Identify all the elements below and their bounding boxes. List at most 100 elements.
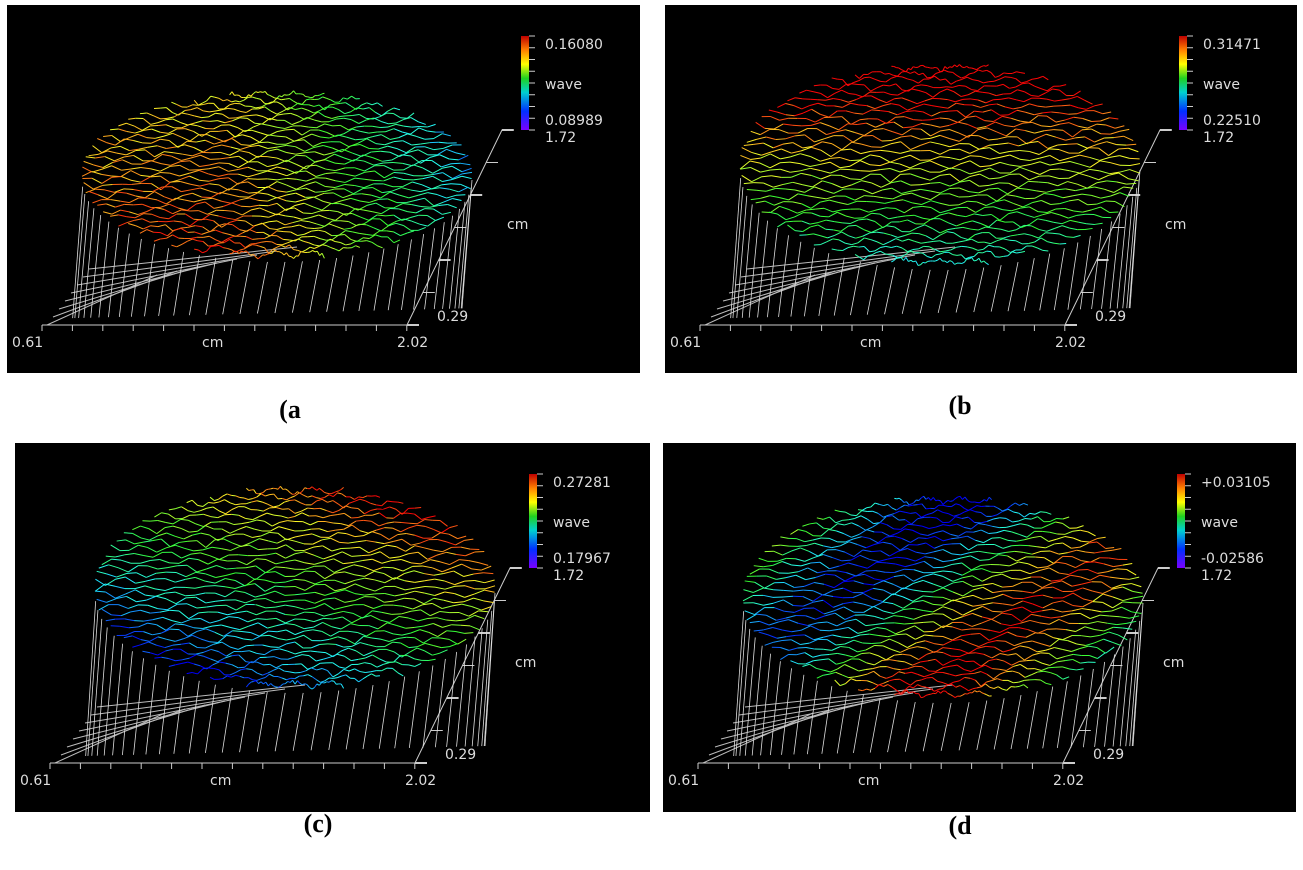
surface-line xyxy=(923,262,925,263)
surface-line xyxy=(451,184,461,185)
surface-line xyxy=(1038,116,1047,117)
panel-background xyxy=(7,5,640,373)
surface-line xyxy=(1062,105,1070,106)
surface-line xyxy=(344,213,352,214)
colorbar-max: 0.27281 xyxy=(553,475,611,491)
surface-line xyxy=(928,67,930,68)
surface-line xyxy=(1000,518,1006,519)
surface-line xyxy=(136,150,145,151)
surface-line xyxy=(1005,77,1010,78)
surface-line xyxy=(268,631,277,632)
surface-line xyxy=(267,657,274,658)
surface-line xyxy=(390,662,396,663)
x-axis-start: 0.61 xyxy=(20,773,51,789)
surface-line xyxy=(984,66,986,67)
surface-line xyxy=(400,118,407,119)
surface-line xyxy=(361,555,370,556)
panel-caption: (c) xyxy=(304,809,333,838)
surface-line xyxy=(351,517,358,518)
surface-line xyxy=(997,641,1006,642)
surface-line xyxy=(882,140,892,141)
surface-line xyxy=(970,156,980,157)
surface-line xyxy=(848,225,856,226)
surface-line xyxy=(219,163,229,164)
surface-line xyxy=(359,497,363,498)
colorbar-unit: wave xyxy=(553,515,590,531)
surface-line xyxy=(124,533,133,534)
panel-background xyxy=(15,443,650,812)
surface-line xyxy=(1016,252,1020,253)
surface-line xyxy=(934,241,940,242)
panel-caption: (b xyxy=(948,391,971,420)
surface-line xyxy=(203,121,210,122)
surface-line xyxy=(899,258,901,259)
surface-line xyxy=(425,587,435,588)
surface-line xyxy=(968,201,977,202)
surface-line xyxy=(261,242,266,243)
surface-line xyxy=(924,631,933,632)
surface-line xyxy=(260,92,262,93)
surface-line xyxy=(276,489,278,490)
surface-line xyxy=(936,500,938,501)
surface-line xyxy=(785,221,793,222)
surface-line xyxy=(305,488,307,489)
colorbar-max: 0.16080 xyxy=(545,37,603,53)
surface-line xyxy=(266,489,268,490)
surface-line xyxy=(356,520,364,521)
surface-line xyxy=(301,252,303,253)
surface-line xyxy=(215,245,219,246)
surface-line xyxy=(904,623,914,624)
surface-line xyxy=(238,667,244,668)
surface-line xyxy=(957,255,961,256)
surface-line xyxy=(1009,240,1015,241)
surface-line xyxy=(1126,183,1136,184)
surface-line xyxy=(858,510,862,511)
surface-line xyxy=(177,565,187,566)
surface-line xyxy=(1109,212,1118,213)
surface-line xyxy=(933,67,935,68)
surface-line xyxy=(975,502,977,503)
surface-line xyxy=(796,635,805,636)
surface-line xyxy=(461,625,470,626)
surface-line xyxy=(290,500,295,501)
surface-line xyxy=(1092,121,1101,122)
surface-line xyxy=(323,618,332,619)
surface-line xyxy=(842,223,850,224)
surface-line xyxy=(793,606,803,607)
surface-line xyxy=(327,493,329,494)
colorbar-unit: wave xyxy=(545,77,582,93)
surface-line xyxy=(934,636,943,637)
x-axis-end: 2.02 xyxy=(397,335,428,351)
z-label: 1.72 xyxy=(545,130,576,146)
surface-line xyxy=(309,127,317,128)
surface-line xyxy=(283,239,289,240)
surface-line xyxy=(284,113,291,114)
y-axis-label: cm xyxy=(1165,217,1186,233)
surface-line xyxy=(950,188,960,189)
surface-line xyxy=(336,491,338,492)
surface-line xyxy=(289,256,291,257)
surface-line xyxy=(1087,204,1096,205)
surface-line xyxy=(208,502,213,503)
surface-line xyxy=(271,647,279,648)
surface-line xyxy=(240,118,247,119)
surface-line xyxy=(406,637,415,638)
surface-line xyxy=(904,569,914,570)
surface-line xyxy=(328,644,336,645)
surface-line xyxy=(773,590,783,591)
surface-line xyxy=(1035,633,1044,634)
surface-line xyxy=(425,520,433,521)
colorbar-min: 0.22510 xyxy=(1203,113,1261,129)
z-label: 1.72 xyxy=(553,568,584,584)
surface-line xyxy=(949,111,958,112)
y-axis-label: cm xyxy=(515,655,536,671)
surface-line xyxy=(780,162,790,163)
surface-line xyxy=(186,597,196,598)
surface-line xyxy=(1025,519,1031,520)
surface-line xyxy=(765,128,774,129)
surface-line xyxy=(864,77,869,78)
surface-line xyxy=(897,498,899,499)
surface-line xyxy=(340,542,349,543)
surface-line xyxy=(219,243,224,244)
surface-line xyxy=(842,560,851,561)
